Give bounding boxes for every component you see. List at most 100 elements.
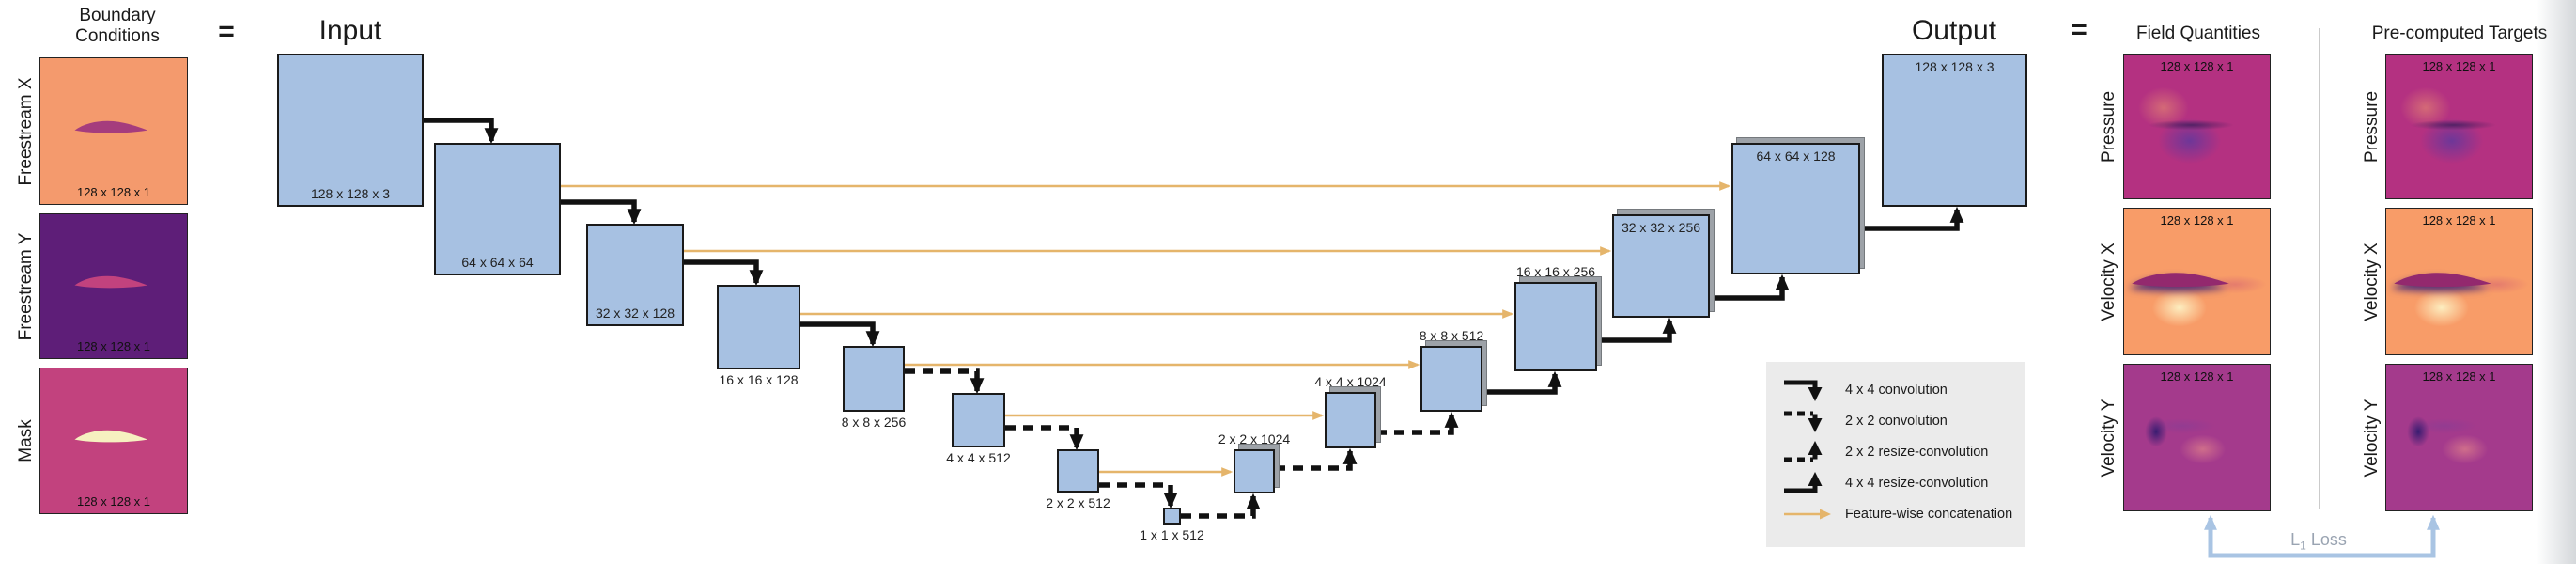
legend-label-resize4: 4 x 4 resize-convolution	[1845, 475, 1989, 491]
resize2-arrow	[1275, 447, 1358, 471]
unet-block-enc-64: 64 x 64 x 64	[434, 143, 561, 275]
legend-glyph-resize2	[1784, 440, 1823, 462]
legend-glyph-conv2	[1784, 411, 1823, 432]
conv4-arrow	[424, 118, 499, 145]
field-image-velocity-x: 128 x 128 x 1	[2123, 208, 2271, 355]
legend-label-conv4: 4 x 4 convolution	[1845, 382, 1948, 398]
precomputed-targets-title: Pre-computed Targets	[2371, 24, 2548, 43]
field-row-label-velocity-x: Velocity X	[2099, 242, 2118, 321]
unet-block-output: 128 x 128 x 3	[1882, 54, 2027, 207]
boundary-image-freestream-y: 128 x 128 x 1	[39, 213, 188, 359]
block-label-enc-2: 2 x 2 x 512	[1046, 495, 1110, 510]
boundary-row-label-freestream-x: Freestream X	[16, 76, 36, 186]
block-label-input: 128 x 128 x 3	[310, 186, 391, 201]
velx-airfoil-shape	[2393, 273, 2491, 288]
legend-item-resize2: 2 x 2 resize-convolution	[1766, 436, 2025, 467]
target-image-pressure: 128 x 128 x 1	[2385, 54, 2533, 199]
conv2-arrow	[905, 368, 985, 395]
block-label-enc-1: 1 x 1 x 512	[1140, 527, 1204, 542]
boundary-image-dims: 128 x 128 x 1	[76, 185, 151, 199]
unet-block-dec-2: 2 x 2 x 1024	[1218, 431, 1290, 494]
conv4-arrow	[561, 199, 642, 226]
target-image-dims: 128 x 128 x 1	[2422, 213, 2496, 227]
unet-block-dec-8: 8 x 8 x 512	[1420, 328, 1483, 412]
legend-label-concat: Feature-wise concatenation	[1845, 506, 2013, 522]
target-image-dims: 128 x 128 x 1	[2422, 59, 2496, 73]
field-image-velocity-y: 128 x 128 x 1	[2123, 364, 2271, 511]
resize2-arrow	[1376, 411, 1459, 435]
loss-word: Loss	[2310, 530, 2347, 549]
mask-airfoil-shape	[74, 430, 148, 443]
field-image-dims: 128 x 128 x 1	[2160, 213, 2234, 227]
boundary-row-label-mask: Mask	[16, 419, 36, 462]
l1-loss-label: L1 Loss	[2253, 530, 2384, 553]
block-label-enc-8: 8 x 8 x 256	[841, 415, 907, 430]
resize4-arrow	[1482, 370, 1562, 395]
unet-block-enc-1: 1 x 1 x 512	[1140, 508, 1204, 542]
block-label-dec-64: 64 x 64 x 128	[1756, 149, 1836, 164]
loss-arrow-right	[2211, 514, 2440, 558]
bc-y-airfoil-shape	[74, 275, 148, 289]
bc-x-airfoil-shape	[74, 120, 148, 133]
legend-glyph-resize4	[1784, 471, 1823, 493]
block-label-dec-4: 4 x 4 x 1024	[1314, 374, 1387, 389]
resize2-arrow	[1181, 493, 1261, 519]
field-image-pressure: 128 x 128 x 1	[2123, 54, 2271, 199]
unet-block-enc-32: 32 x 32 x 128	[586, 224, 684, 326]
field-image-dims: 128 x 128 x 1	[2160, 59, 2234, 73]
unet-block-dec-64: 64 x 64 x 128	[1731, 143, 1860, 274]
block-label-dec-8: 8 x 8 x 512	[1419, 328, 1484, 343]
target-image-dims: 128 x 128 x 1	[2422, 369, 2496, 384]
field-row-label-pressure: Pressure	[2099, 90, 2118, 163]
boundary-image-dims: 128 x 128 x 1	[76, 494, 151, 509]
boundary-conditions-title: Boundary Conditions	[75, 6, 160, 47]
block-label-output: 128 x 128 x 3	[1915, 59, 1994, 74]
legend-glyph-conv4	[1784, 380, 1823, 401]
conv4-arrow	[684, 259, 764, 287]
resize4-arrow	[1710, 274, 1790, 301]
target-image-velocity-x: 128 x 128 x 1	[2385, 208, 2533, 355]
column-divider	[2319, 28, 2320, 509]
boundary-image-freestream-x: 128 x 128 x 1	[39, 57, 188, 205]
legend-item-concat: Feature-wise concatenation	[1766, 498, 2025, 529]
target-row-label-pressure: Pressure	[2362, 90, 2382, 163]
legend-item-conv2: 2 x 2 convolution	[1766, 405, 2025, 436]
boundary-image-mask: 128 x 128 x 1	[39, 368, 188, 514]
unet-block-enc-2: 2 x 2 x 512	[1046, 449, 1110, 510]
boundary-image-dims: 128 x 128 x 1	[76, 339, 151, 353]
resize4-arrow	[1597, 317, 1677, 343]
right-edge-fade	[2537, 0, 2576, 564]
output-title: Output	[1911, 15, 1997, 46]
block-label-dec-32: 32 x 32 x 256	[1621, 220, 1701, 235]
conv4-arrow	[800, 321, 880, 348]
block-label-enc-32: 32 x 32 x 128	[595, 306, 675, 321]
resize4-arrow	[1860, 206, 1964, 231]
block-label-enc-4: 4 x 4 x 512	[946, 450, 1011, 465]
unet-block-enc-16: 16 x 16 x 128	[717, 285, 800, 387]
unet-block-enc-8: 8 x 8 x 256	[842, 346, 906, 430]
block-label-dec-2: 2 x 2 x 1024	[1218, 431, 1291, 446]
legend-item-resize4: 4 x 4 resize-convolution	[1766, 467, 2025, 498]
legend-glyph-concat	[1784, 509, 1831, 519]
block-label-enc-64: 64 x 64 x 64	[461, 255, 534, 270]
boundary-row-label-freestream-y: Freestream Y	[16, 232, 36, 340]
field-row-label-velocity-y: Velocity Y	[2099, 398, 2118, 478]
legend-label-conv2: 2 x 2 convolution	[1845, 413, 1948, 429]
unet-block-dec-32: 32 x 32 x 256	[1612, 214, 1710, 318]
unet-block-dec-4: 4 x 4 x 1024	[1314, 374, 1387, 448]
unet-block-enc-4: 4 x 4 x 512	[946, 393, 1011, 465]
field-quantities-title: Field Quantities	[2135, 24, 2260, 43]
loss-subscript: 1	[2300, 539, 2306, 553]
target-row-label-velocity-x: Velocity X	[2362, 242, 2382, 321]
block-label-enc-16: 16 x 16 x 128	[719, 372, 799, 387]
legend-label-resize2: 2 x 2 resize-convolution	[1845, 444, 1989, 460]
loss-letter: L	[2290, 530, 2301, 549]
velx-airfoil-shape	[2131, 273, 2229, 288]
conv2-arrow	[1005, 425, 1084, 451]
legend-item-conv4: 4 x 4 convolution	[1766, 374, 2025, 405]
target-image-velocity-y: 128 x 128 x 1	[2385, 364, 2533, 511]
legend: 4 x 4 convolution 2 x 2 convolution 2 x 2 …	[1766, 362, 2025, 547]
target-row-label-velocity-y: Velocity Y	[2362, 398, 2382, 478]
